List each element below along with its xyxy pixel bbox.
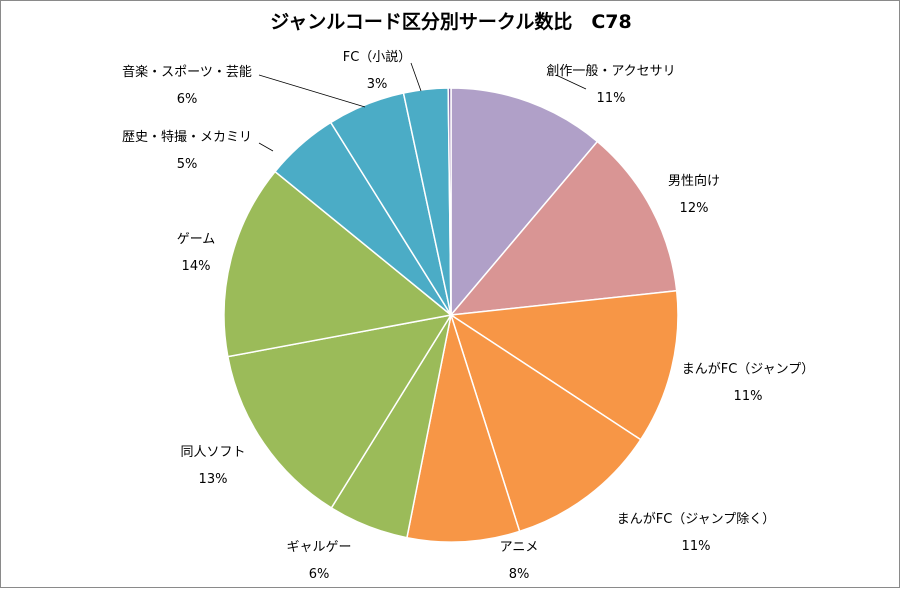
slice-percent-label-1: 11% bbox=[597, 91, 626, 106]
slice-name-label-11: FC（小説） bbox=[343, 49, 412, 65]
pie-slice-12 bbox=[447, 87, 452, 316]
slice-name-label-7: 同人ソフト bbox=[180, 445, 245, 460]
slice-percent-label-5: 8% bbox=[509, 567, 530, 582]
slice-percent-label-11: 3% bbox=[367, 77, 388, 92]
leader-line-10 bbox=[258, 74, 366, 108]
slice-percent-label-7: 13% bbox=[199, 472, 228, 487]
slice-percent-label-4: 11% bbox=[682, 539, 711, 554]
slice-name-label-5: アニメ bbox=[500, 540, 539, 555]
slice-name-label-4: まんがFC（ジャンプ除く） bbox=[617, 512, 776, 527]
pie-slice-1 bbox=[450, 87, 599, 318]
slice-name-label-3: まんがFC（ジャンプ） bbox=[682, 362, 815, 377]
pie-slice-2 bbox=[449, 140, 678, 316]
slice-percent-label-6: 6% bbox=[309, 567, 330, 582]
leader-line-11 bbox=[410, 62, 422, 92]
slice-name-label-9: 歴史・特撮・メカミリ bbox=[122, 129, 252, 145]
slice-percent-label-9: 5% bbox=[177, 157, 198, 172]
pie-slice-5 bbox=[406, 314, 521, 543]
pie-slice-4 bbox=[449, 313, 642, 533]
slice-percent-label-10: 6% bbox=[177, 92, 198, 107]
chart-title: ジャンルコード区分別サークル数比 C78 bbox=[270, 11, 632, 33]
slice-percent-label-2: 12% bbox=[680, 201, 709, 216]
pie-slice-8 bbox=[223, 170, 453, 358]
leader-line-1 bbox=[555, 74, 587, 90]
slice-percent-label-3: 11% bbox=[734, 389, 763, 404]
slice-name-label-6: ギャルゲー bbox=[286, 540, 351, 555]
slice-name-label-8: ゲーム bbox=[177, 232, 216, 247]
slice-percent-label-8: 14% bbox=[182, 259, 211, 274]
slice-name-label-2: 男性向け bbox=[668, 173, 720, 189]
pie-slice-7 bbox=[226, 313, 453, 509]
slice-name-label-1: 創作一般・アクセサリ bbox=[546, 63, 675, 79]
slice-name-label-10: 音楽・スポーツ・芸能 bbox=[122, 64, 252, 80]
leader-line-9 bbox=[258, 142, 274, 152]
pie-slice-3 bbox=[448, 289, 679, 441]
